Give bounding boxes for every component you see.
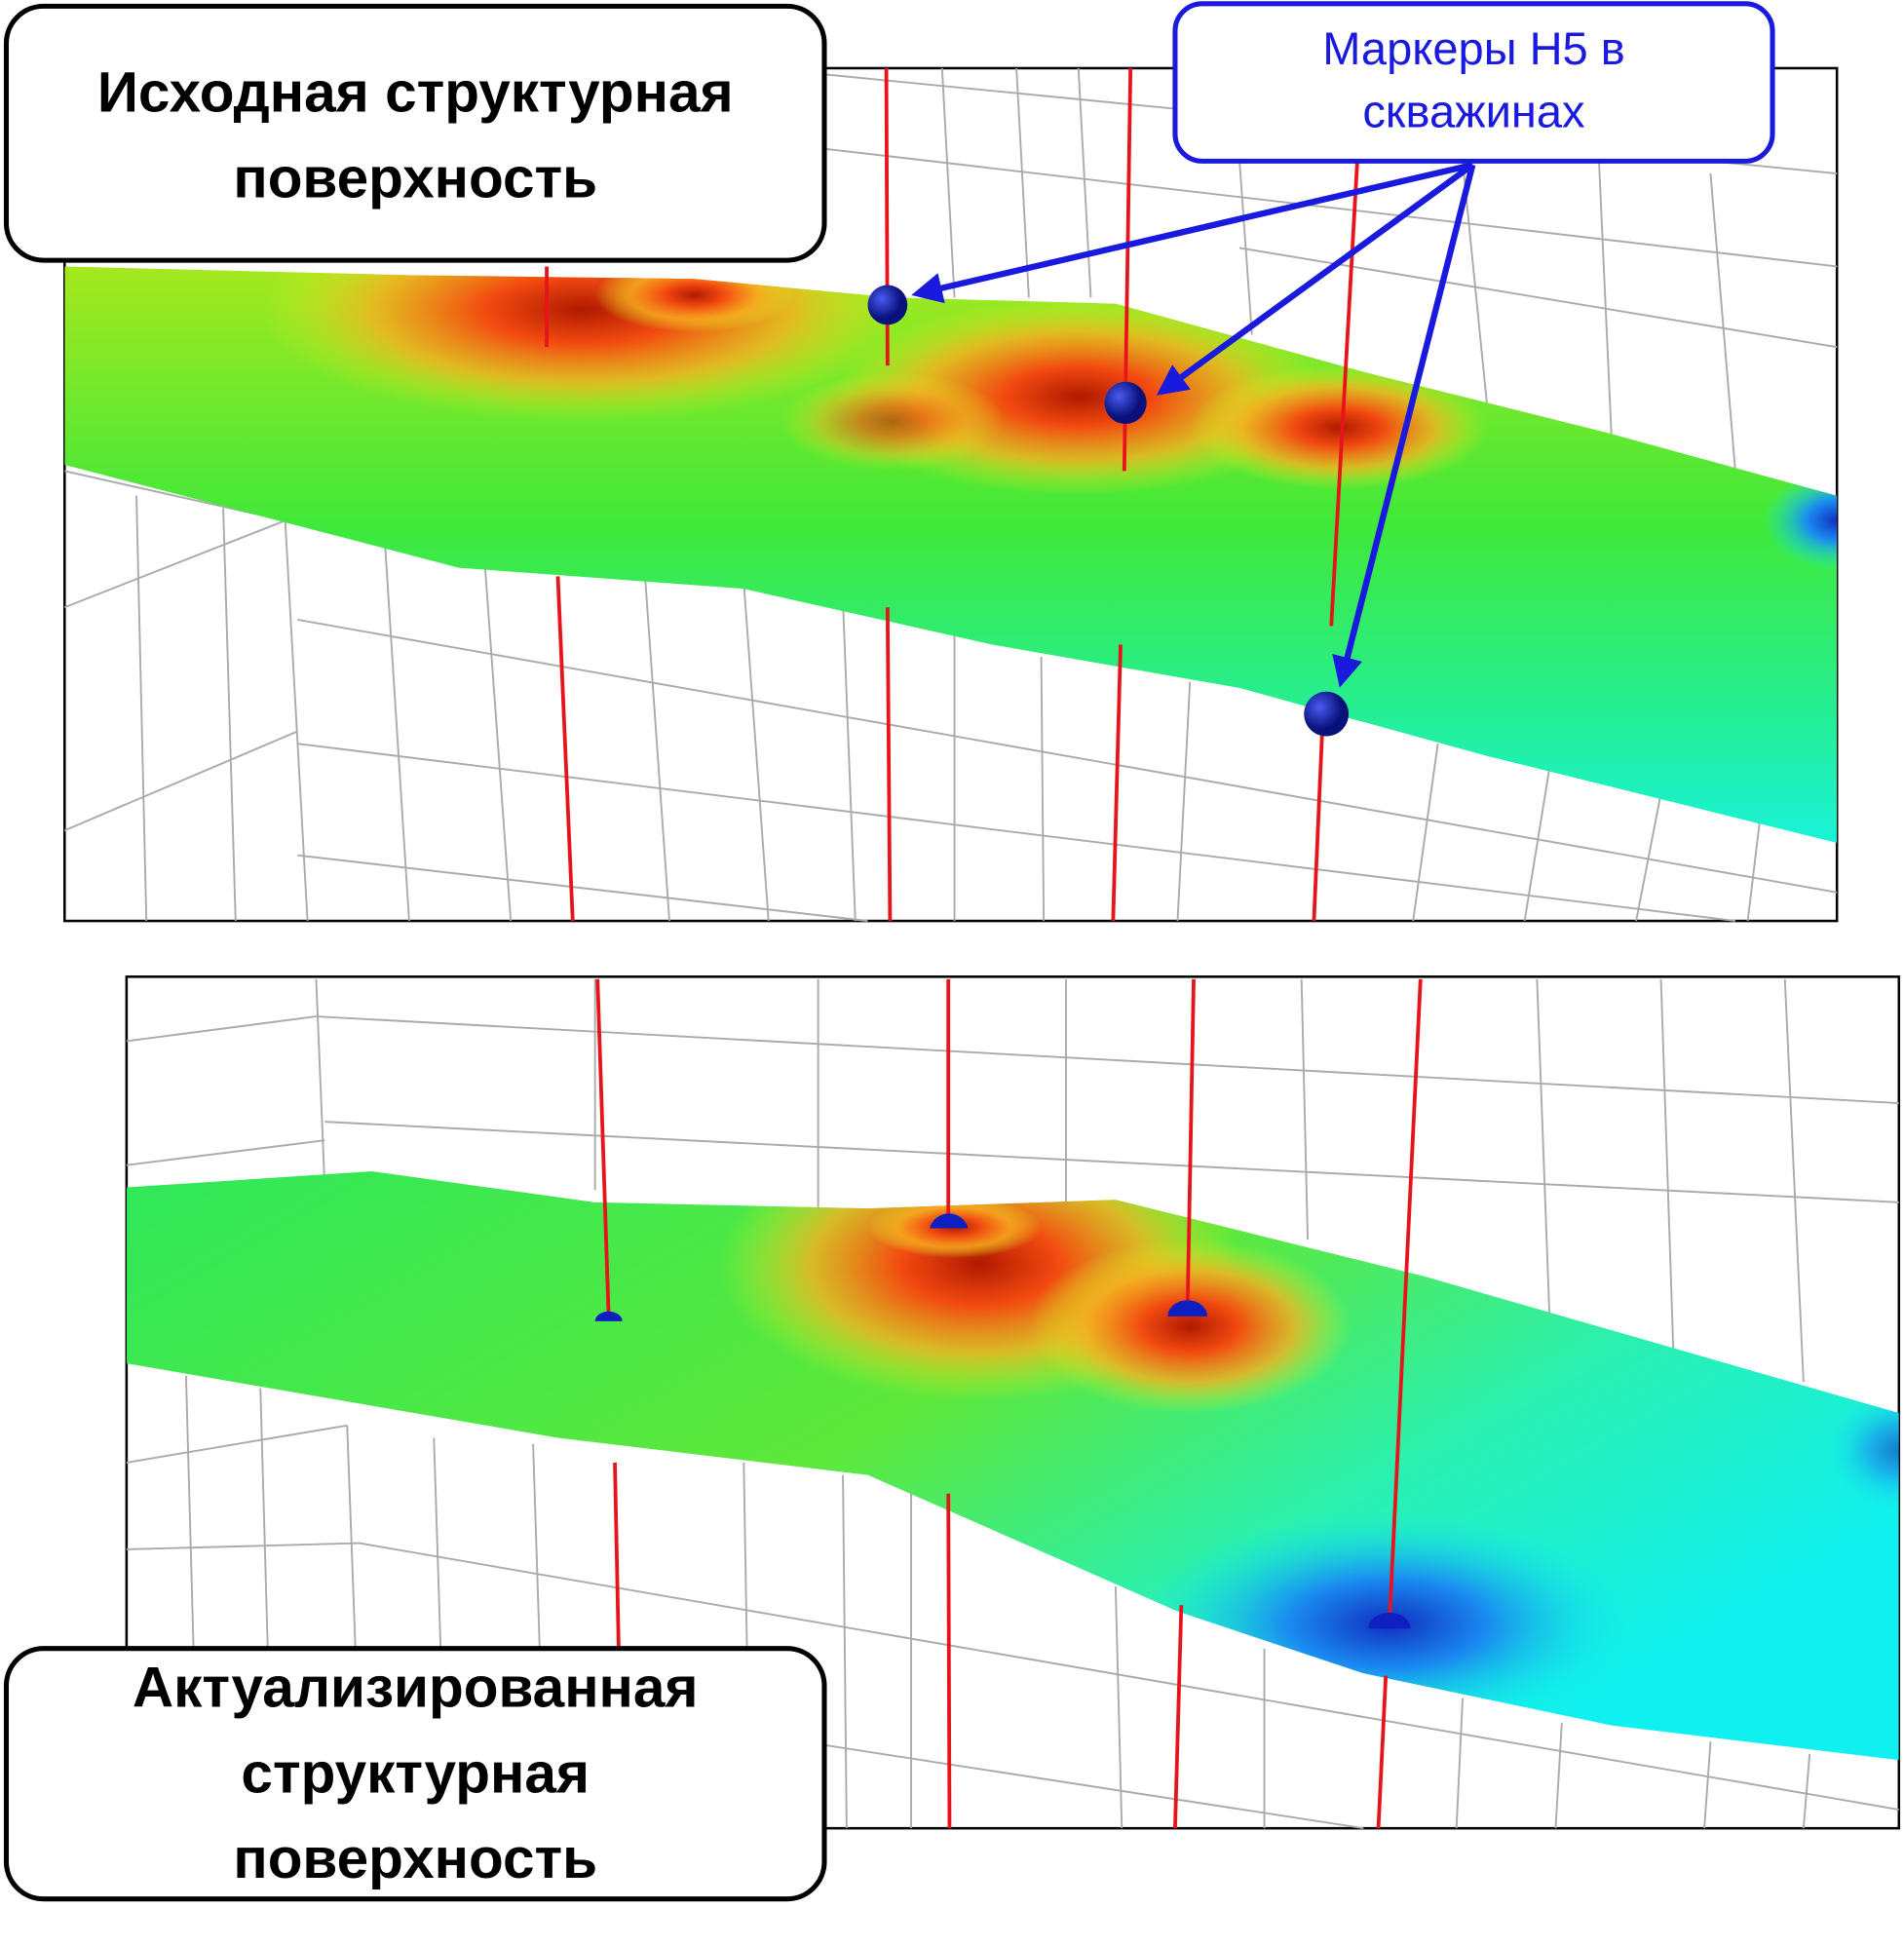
label-line: скважинах <box>1362 86 1585 137</box>
label-line: Маркеры Н5 в <box>1322 22 1625 74</box>
label-box <box>3 3 827 263</box>
label-line: поверхность <box>233 146 597 210</box>
updated-surface-label: Актуализированная структурная поверхност… <box>3 1646 827 1902</box>
top-grid <box>63 67 1838 923</box>
label-box <box>1172 1 1775 164</box>
bottom-wells <box>594 978 1423 1829</box>
label-line: Актуализированная <box>133 1657 699 1720</box>
top-wells <box>545 67 1359 922</box>
label-line: Исходная структурная <box>97 61 734 125</box>
marker-arrows <box>911 162 1476 688</box>
label-line: структурная <box>241 1741 590 1805</box>
original-surface-label: Исходная структурная поверхность <box>3 3 827 263</box>
label-box <box>3 1646 827 1902</box>
label-line: поверхность <box>233 1827 597 1890</box>
markers-label: Маркеры Н5 в скважинах <box>1172 1 1775 164</box>
